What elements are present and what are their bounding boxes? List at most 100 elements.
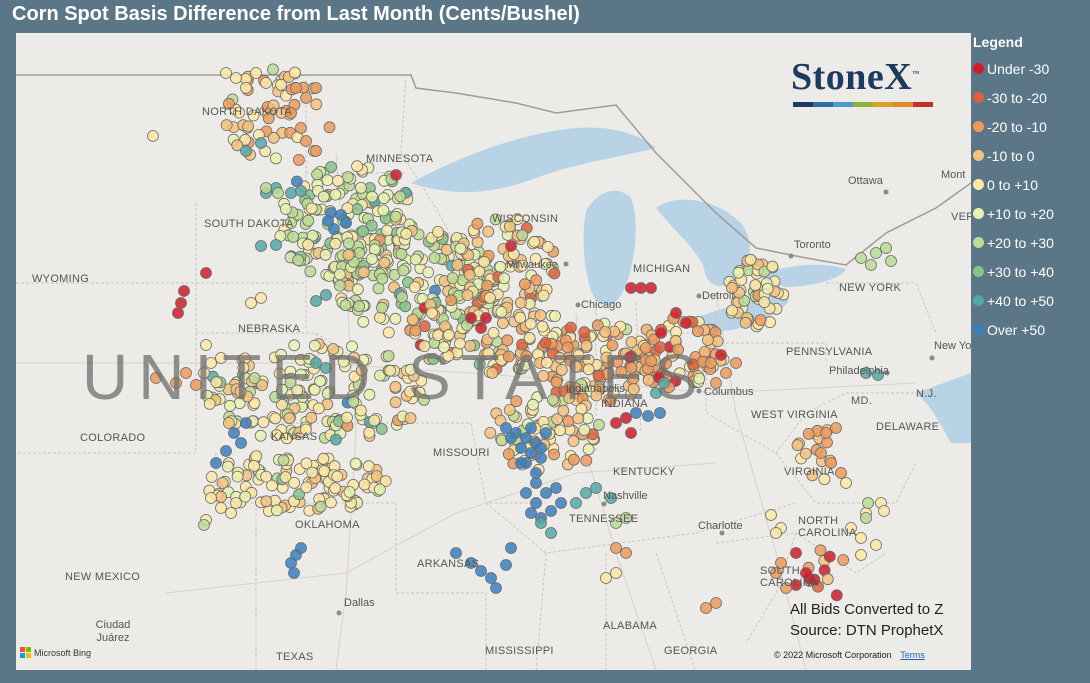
basis-point[interactable] [200, 339, 212, 351]
basis-point[interactable] [548, 267, 561, 280]
terms-link[interactable]: Terms [900, 650, 925, 660]
basis-point[interactable] [370, 470, 383, 483]
basis-point[interactable] [511, 213, 524, 226]
basis-point[interactable] [557, 404, 570, 417]
basis-point[interactable] [210, 457, 222, 469]
basis-point[interactable] [314, 375, 327, 388]
basis-point[interactable] [535, 452, 547, 464]
basis-point[interactable] [498, 272, 511, 285]
basis-point[interactable] [294, 368, 307, 381]
basis-point[interactable] [222, 417, 235, 429]
basis-point[interactable] [317, 452, 330, 465]
basis-point[interactable] [285, 187, 297, 199]
basis-point[interactable] [463, 268, 476, 281]
basis-point[interactable] [878, 505, 890, 517]
basis-point[interactable] [539, 258, 551, 270]
basis-point[interactable] [530, 467, 542, 479]
basis-point[interactable] [471, 217, 484, 230]
basis-point[interactable] [279, 471, 292, 484]
basis-point[interactable] [540, 487, 552, 499]
basis-point[interactable] [178, 285, 190, 297]
basis-point[interactable] [580, 339, 593, 352]
basis-point[interactable] [487, 326, 500, 339]
basis-point[interactable] [279, 203, 292, 215]
basis-point[interactable] [382, 350, 395, 362]
basis-point[interactable] [375, 423, 388, 435]
basis-point[interactable] [525, 422, 537, 434]
basis-point[interactable] [870, 539, 882, 551]
basis-point[interactable] [288, 476, 301, 489]
basis-point[interactable] [267, 99, 280, 112]
basis-point[interactable] [312, 402, 325, 415]
basis-point[interactable] [225, 507, 237, 519]
basis-point[interactable] [749, 279, 762, 292]
basis-point[interactable] [567, 435, 580, 448]
basis-point[interactable] [300, 92, 312, 104]
basis-point[interactable] [726, 282, 738, 294]
basis-point[interactable] [215, 502, 227, 514]
basis-point[interactable] [285, 217, 297, 229]
basis-point[interactable] [240, 82, 252, 94]
basis-point[interactable] [234, 385, 247, 398]
basis-point[interactable] [545, 505, 557, 517]
basis-point[interactable] [317, 190, 330, 203]
basis-point[interactable] [248, 372, 261, 385]
basis-point[interactable] [426, 307, 438, 320]
basis-point[interactable] [409, 324, 422, 337]
basis-point[interactable] [502, 448, 515, 461]
basis-point[interactable] [754, 314, 767, 327]
basis-point[interactable] [535, 517, 547, 529]
basis-point[interactable] [427, 353, 440, 365]
basis-point[interactable] [880, 242, 892, 254]
basis-point[interactable] [180, 367, 192, 379]
basis-point[interactable] [347, 395, 360, 408]
basis-point[interactable] [394, 190, 407, 203]
basis-point[interactable] [355, 181, 367, 194]
basis-point[interactable] [270, 239, 282, 251]
basis-point[interactable] [569, 382, 582, 394]
basis-point[interactable] [820, 427, 832, 439]
basis-point[interactable] [802, 427, 815, 440]
basis-point[interactable] [262, 112, 275, 125]
basis-point[interactable] [524, 317, 537, 330]
basis-point[interactable] [366, 190, 379, 203]
basis-point[interactable] [260, 77, 272, 89]
basis-point[interactable] [358, 478, 371, 491]
basis-point[interactable] [353, 300, 366, 313]
basis-point[interactable] [635, 282, 647, 294]
basis-point[interactable] [363, 388, 376, 401]
basis-point[interactable] [525, 507, 537, 519]
basis-point[interactable] [590, 482, 602, 494]
basis-point[interactable] [693, 372, 706, 385]
basis-point[interactable] [855, 252, 867, 264]
basis-point[interactable] [349, 457, 362, 470]
basis-point[interactable] [284, 376, 297, 389]
basis-point[interactable] [539, 336, 552, 349]
basis-point[interactable] [514, 311, 527, 324]
basis-point[interactable] [245, 297, 257, 309]
basis-point[interactable] [288, 66, 301, 79]
basis-point[interactable] [442, 328, 455, 341]
basis-point[interactable] [572, 412, 585, 425]
basis-point[interactable] [341, 171, 354, 184]
basis-point[interactable] [540, 427, 552, 439]
basis-point[interactable] [503, 404, 516, 416]
basis-point[interactable] [341, 411, 353, 424]
basis-point[interactable] [288, 339, 301, 352]
basis-point[interactable] [270, 504, 283, 517]
basis-point[interactable] [355, 364, 368, 377]
basis-point[interactable] [535, 442, 547, 454]
basis-point[interactable] [327, 343, 340, 355]
basis-point[interactable] [325, 161, 338, 173]
basis-point[interactable] [170, 377, 182, 389]
basis-point[interactable] [269, 152, 282, 165]
legend-item[interactable]: -20 to -10 [973, 112, 1090, 141]
basis-point[interactable] [758, 296, 771, 309]
basis-point[interactable] [404, 385, 417, 398]
basis-point[interactable] [348, 351, 360, 364]
basis-point[interactable] [483, 291, 496, 304]
basis-point[interactable] [340, 217, 352, 229]
basis-point[interactable] [295, 185, 307, 197]
basis-point[interactable] [837, 554, 850, 566]
basis-point[interactable] [555, 497, 567, 509]
